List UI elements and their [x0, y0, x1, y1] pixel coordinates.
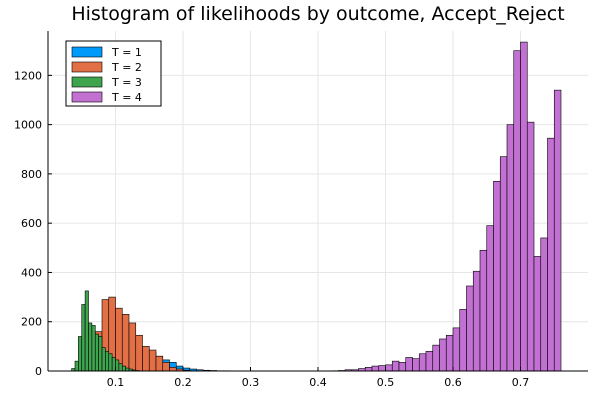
bar — [547, 137, 555, 372]
legend-swatch — [71, 91, 103, 103]
bar — [432, 344, 440, 372]
y-tick-label: 1200 — [14, 69, 42, 82]
x-tick-label: 0.3 — [242, 376, 260, 389]
bar — [391, 360, 400, 372]
y-tick-label: 800 — [21, 168, 42, 181]
x-tick-label: 0.1 — [107, 376, 125, 389]
bar — [425, 350, 434, 372]
y-tick-label: 0 — [35, 365, 42, 378]
axes: 0.1 0.2 0.3 0.4 0.5 0.6 0.7 0 200 400 600 800 1000 12… — [14, 31, 588, 389]
legend-swatch — [71, 61, 103, 73]
x-tick-label: 0.6 — [444, 376, 462, 389]
legend-label: T = 2 — [111, 61, 142, 74]
legend-swatch — [71, 76, 103, 88]
bar — [142, 346, 150, 372]
series-4-bars — [331, 41, 562, 372]
x-tick-label: 0.7 — [512, 376, 530, 389]
bar — [74, 360, 79, 372]
bar — [445, 334, 454, 372]
bar — [526, 121, 535, 372]
bar — [88, 322, 93, 372]
legend-swatch — [71, 46, 103, 58]
bar — [118, 363, 123, 372]
bar — [466, 285, 474, 372]
bar — [513, 50, 521, 372]
bar — [479, 249, 488, 372]
bar — [91, 325, 96, 372]
bar — [162, 362, 170, 372]
y-tick-label: 200 — [21, 316, 42, 329]
bars — [71, 41, 562, 372]
bar — [101, 347, 106, 372]
bar — [128, 322, 137, 372]
bar — [553, 89, 562, 372]
bar — [135, 334, 143, 372]
bar — [155, 355, 164, 372]
bar — [169, 367, 177, 372]
bar — [84, 290, 89, 372]
bar — [499, 156, 508, 372]
y-tick-label: 600 — [21, 217, 42, 230]
y-tick-label: 1000 — [14, 119, 42, 132]
bar — [418, 353, 427, 372]
bar — [540, 237, 548, 372]
bar — [459, 309, 467, 372]
bar — [108, 353, 113, 372]
bar — [452, 327, 461, 372]
chart-title: Histogram of likelihoods by outcome, Acc… — [71, 3, 564, 25]
bar — [533, 256, 542, 372]
bar — [148, 349, 157, 372]
bar — [105, 350, 110, 372]
bar — [364, 367, 373, 372]
bar — [412, 358, 420, 372]
legend-label: T = 3 — [111, 76, 142, 89]
bar — [111, 357, 116, 372]
bar — [378, 365, 386, 372]
bar — [520, 41, 528, 372]
bar — [78, 336, 83, 372]
y-tick-label: 400 — [21, 266, 42, 279]
bar — [94, 333, 99, 372]
bar — [405, 357, 413, 372]
x-tick-label: 0.2 — [174, 376, 192, 389]
bar — [115, 359, 120, 372]
x-tick-label: 0.4 — [309, 376, 327, 389]
legend: T = 1 T = 2 T = 3 T = 4 — [65, 40, 162, 107]
bar — [472, 270, 481, 372]
bar — [486, 225, 494, 372]
x-tick-label: 0.5 — [377, 376, 395, 389]
series-3-bars — [71, 290, 140, 372]
bar — [98, 336, 103, 372]
bar — [81, 304, 86, 372]
legend-label: T = 4 — [111, 91, 142, 104]
bar — [371, 365, 380, 372]
bar — [398, 362, 407, 372]
bar — [121, 365, 126, 372]
bar — [506, 124, 515, 372]
grid — [48, 31, 588, 372]
bar — [121, 314, 130, 372]
bar — [493, 180, 501, 372]
bar — [385, 364, 393, 372]
bar — [439, 338, 447, 372]
legend-label: T = 1 — [111, 46, 142, 59]
